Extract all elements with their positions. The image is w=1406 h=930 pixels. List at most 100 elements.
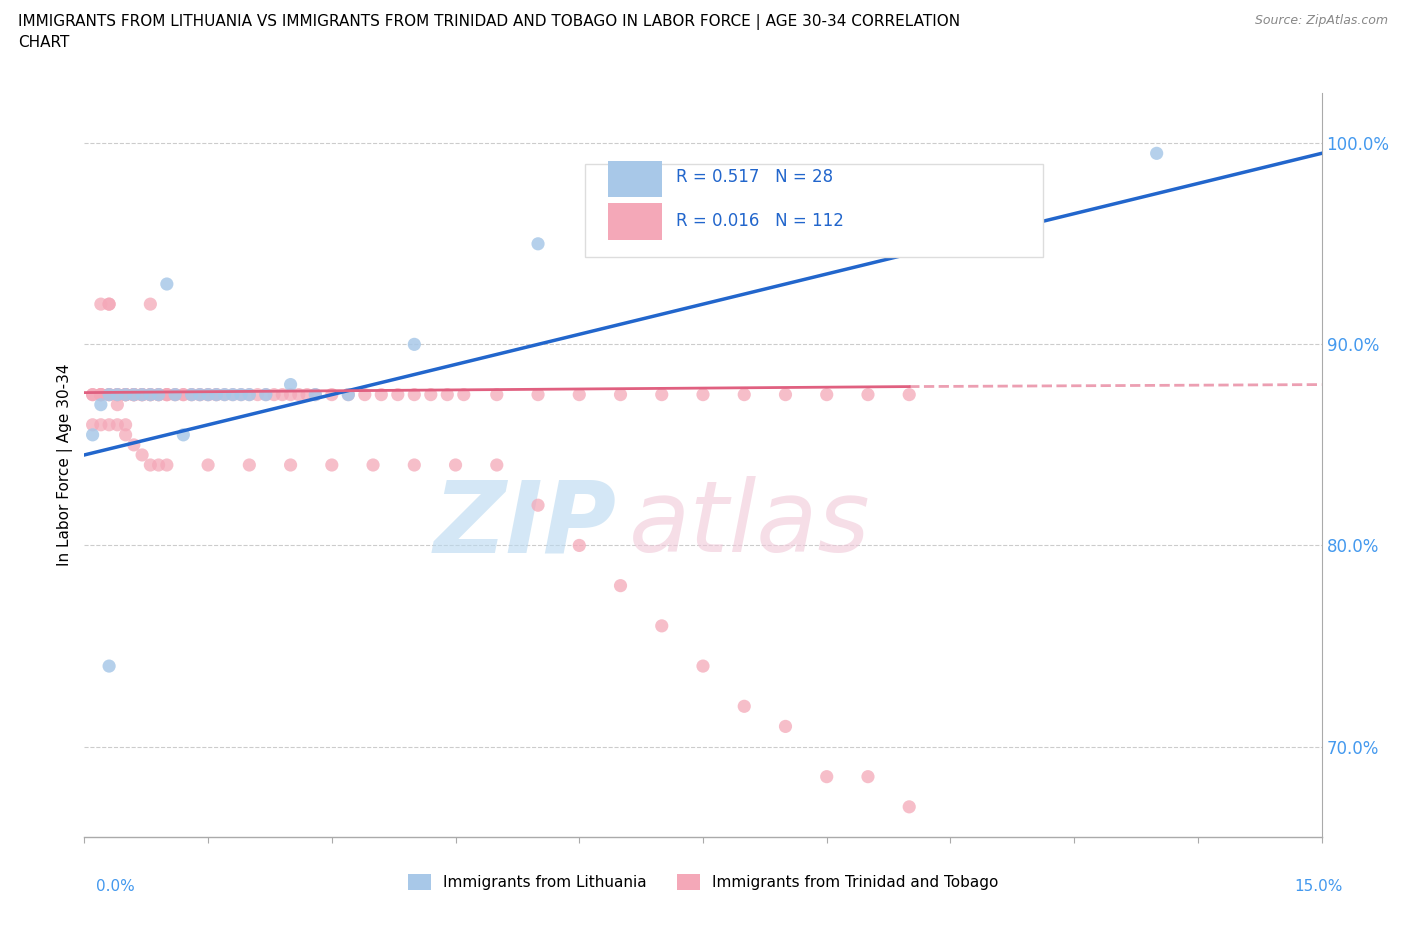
- Point: [238, 387, 260, 402]
- Point: [156, 387, 179, 402]
- Point: [856, 769, 879, 784]
- Point: [139, 458, 162, 472]
- Point: [733, 387, 755, 402]
- Point: [180, 387, 202, 402]
- Point: [139, 387, 162, 402]
- Point: [188, 387, 211, 402]
- Point: [254, 387, 277, 402]
- Point: [775, 387, 797, 402]
- Point: [122, 387, 145, 402]
- Point: [98, 418, 121, 432]
- Point: [98, 387, 121, 402]
- Point: [485, 458, 508, 472]
- Point: [90, 387, 112, 402]
- Point: [114, 387, 136, 402]
- Point: [419, 387, 441, 402]
- Point: [122, 387, 145, 402]
- Point: [131, 447, 153, 462]
- Point: [205, 387, 228, 402]
- Point: [172, 428, 194, 443]
- Point: [131, 387, 153, 402]
- Point: [90, 387, 112, 402]
- Point: [295, 387, 318, 402]
- FancyBboxPatch shape: [585, 164, 1043, 257]
- Text: 0.0%: 0.0%: [96, 879, 135, 894]
- Point: [280, 387, 302, 402]
- Point: [90, 297, 112, 312]
- Point: [82, 428, 104, 443]
- Point: [180, 387, 202, 402]
- Point: [188, 387, 211, 402]
- Point: [98, 387, 121, 402]
- Point: [404, 337, 426, 352]
- Point: [254, 387, 277, 402]
- Point: [197, 458, 219, 472]
- Point: [304, 387, 326, 402]
- Point: [205, 387, 228, 402]
- Point: [238, 387, 260, 402]
- Point: [1146, 146, 1168, 161]
- Point: [131, 387, 153, 402]
- Point: [387, 387, 409, 402]
- Point: [98, 297, 121, 312]
- Point: [775, 719, 797, 734]
- Text: Source: ZipAtlas.com: Source: ZipAtlas.com: [1254, 14, 1388, 27]
- Point: [180, 387, 202, 402]
- Point: [98, 658, 121, 673]
- Point: [321, 458, 343, 472]
- Point: [651, 618, 673, 633]
- Point: [114, 387, 136, 402]
- Point: [444, 458, 467, 472]
- Point: [114, 387, 136, 402]
- Point: [288, 387, 311, 402]
- Point: [98, 297, 121, 312]
- Point: [131, 387, 153, 402]
- Point: [188, 387, 211, 402]
- Point: [692, 387, 714, 402]
- Legend: Immigrants from Lithuania, Immigrants from Trinidad and Tobago: Immigrants from Lithuania, Immigrants fr…: [402, 868, 1004, 897]
- Point: [197, 387, 219, 402]
- Point: [131, 387, 153, 402]
- Point: [105, 397, 128, 412]
- Point: [304, 387, 326, 402]
- Text: 15.0%: 15.0%: [1295, 879, 1343, 894]
- Point: [280, 378, 302, 392]
- Point: [82, 387, 104, 402]
- Point: [165, 387, 187, 402]
- Point: [105, 387, 128, 402]
- Point: [114, 387, 136, 402]
- Text: IMMIGRANTS FROM LITHUANIA VS IMMIGRANTS FROM TRINIDAD AND TOBAGO IN LABOR FORCE : IMMIGRANTS FROM LITHUANIA VS IMMIGRANTS …: [18, 14, 960, 30]
- Point: [205, 387, 228, 402]
- Text: atlas: atlas: [628, 476, 870, 573]
- Point: [148, 387, 170, 402]
- Point: [82, 418, 104, 432]
- Point: [263, 387, 285, 402]
- Point: [105, 387, 128, 402]
- Point: [114, 387, 136, 402]
- Point: [222, 387, 245, 402]
- Point: [353, 387, 375, 402]
- Point: [815, 769, 838, 784]
- Point: [337, 387, 360, 402]
- Point: [214, 387, 236, 402]
- Point: [122, 387, 145, 402]
- Point: [139, 387, 162, 402]
- Point: [172, 387, 194, 402]
- Point: [568, 387, 591, 402]
- Point: [609, 387, 631, 402]
- Point: [139, 297, 162, 312]
- Point: [114, 428, 136, 443]
- Point: [214, 387, 236, 402]
- Point: [172, 387, 194, 402]
- Point: [527, 498, 550, 512]
- Point: [90, 418, 112, 432]
- Point: [337, 387, 360, 402]
- Point: [90, 387, 112, 402]
- Point: [733, 698, 755, 713]
- Point: [568, 538, 591, 552]
- Point: [98, 387, 121, 402]
- Point: [148, 458, 170, 472]
- Point: [453, 387, 475, 402]
- Point: [105, 387, 128, 402]
- Point: [148, 387, 170, 402]
